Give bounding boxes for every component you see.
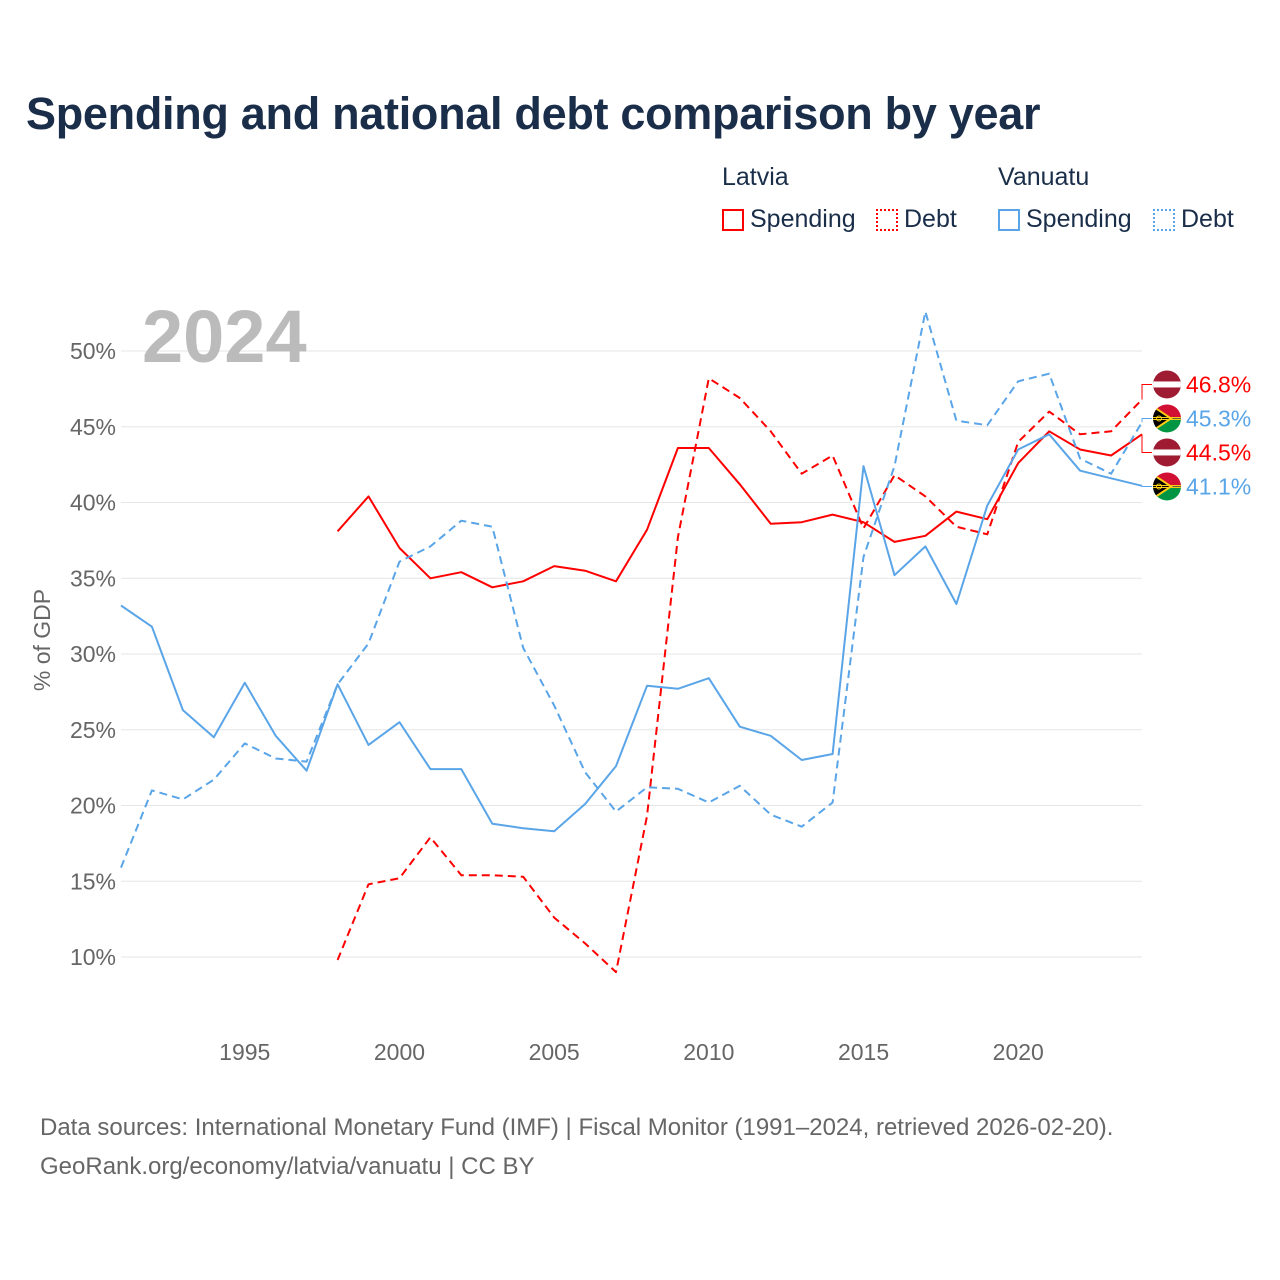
- y-tick-label: 20%: [70, 793, 116, 819]
- legend-vanuatu-spending[interactable]: Spending: [998, 205, 1132, 234]
- series-line-vanuatu-spending: [120, 433, 1143, 833]
- source-note: Data sources: International Monetary Fun…: [40, 1108, 1113, 1186]
- legend-country-vanuatu: Vanuatu: [998, 163, 1090, 191]
- end-value-label: 46.8%: [1186, 371, 1251, 397]
- y-axis-label: % of GDP: [29, 589, 55, 691]
- y-tick-label: 40%: [70, 490, 116, 516]
- vanuatu-flag-icon: [1153, 404, 1181, 433]
- x-tick-label: 2015: [838, 1039, 889, 1065]
- y-tick-label: 45%: [70, 414, 116, 440]
- x-tick-label: 2020: [993, 1039, 1044, 1065]
- y-tick-label: 35%: [70, 565, 116, 591]
- source-line-2[interactable]: GeoRank.org/economy/latvia/vanuatu | CC …: [40, 1153, 535, 1180]
- legend-latvia-debt[interactable]: Debt: [876, 205, 957, 234]
- dotted-swatch-icon: [876, 208, 898, 231]
- legend-label: Spending: [750, 205, 856, 233]
- end-value-label: 44.5%: [1186, 439, 1251, 465]
- year-watermark: 2024: [142, 295, 307, 378]
- end-value-label: 41.1%: [1186, 473, 1251, 499]
- legend-latvia-spending[interactable]: Spending: [722, 205, 856, 234]
- chart-title: Spending and national debt comparison by…: [26, 88, 1041, 139]
- y-tick-label: 50%: [70, 338, 116, 364]
- legend-vanuatu-debt[interactable]: Debt: [1153, 205, 1234, 234]
- dotted-swatch-icon: [1153, 208, 1175, 231]
- latvia-flag-icon: [1153, 370, 1181, 399]
- y-tick-label: 15%: [70, 868, 116, 894]
- x-tick-label: 2000: [374, 1039, 425, 1065]
- end-value-label: 45.3%: [1186, 405, 1251, 431]
- series-line-latvia-debt: [336, 377, 1143, 974]
- solid-swatch-icon: [722, 208, 744, 231]
- legend-label: Debt: [904, 205, 957, 233]
- y-tick-label: 10%: [70, 944, 116, 970]
- end-connector: [1141, 383, 1152, 400]
- y-tick-label: 25%: [70, 717, 116, 743]
- x-tick-label: 1995: [219, 1039, 270, 1065]
- solid-swatch-icon: [998, 208, 1020, 231]
- end-connector: [1141, 485, 1152, 487]
- end-connector: [1141, 417, 1152, 423]
- latvia-flag-icon: [1153, 438, 1181, 467]
- series-line-latvia-spending: [336, 430, 1143, 589]
- series-line-vanuatu-debt: [120, 310, 1143, 868]
- y-tick-label: 30%: [70, 641, 116, 667]
- vanuatu-flag-icon: [1153, 472, 1181, 501]
- legend-label: Debt: [1181, 205, 1234, 233]
- x-tick-label: 2010: [683, 1039, 734, 1065]
- source-line-1: Data sources: International Monetary Fun…: [40, 1114, 1114, 1141]
- legend-country-latvia: Latvia: [722, 163, 789, 191]
- x-tick-label: 2005: [529, 1039, 580, 1065]
- legend-label: Spending: [1026, 205, 1132, 233]
- end-connector: [1141, 434, 1152, 453]
